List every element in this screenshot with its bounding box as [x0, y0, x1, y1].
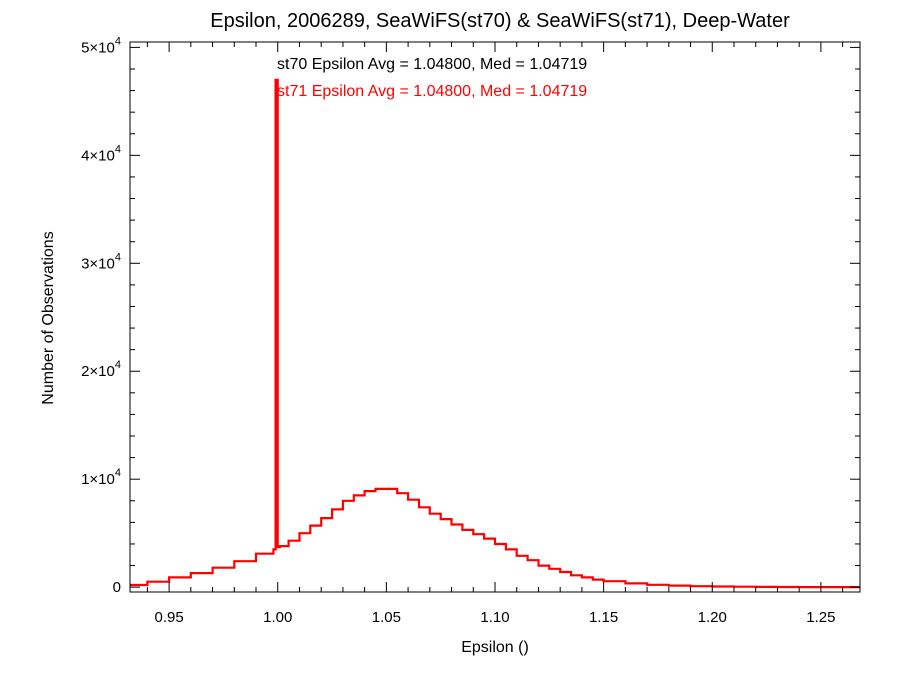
annotation-st70: st70 Epsilon Avg = 1.04800, Med = 1.0471… [277, 56, 587, 73]
x-tick-label: 1.20 [698, 609, 727, 626]
series-line-0 [130, 78, 860, 589]
y-tick-label: 2×104 [81, 359, 121, 380]
chart-title: Epsilon, 2006289, SeaWiFS(st70) & SeaWiF… [210, 10, 790, 32]
series-layer [130, 78, 860, 589]
y-tick-label: 1×104 [81, 467, 121, 488]
y-axis-label-group: Number of Observations [40, 231, 57, 404]
x-tick-label: 1.10 [480, 609, 509, 626]
y-tick-label: 5×104 [81, 35, 121, 56]
tick-labels-layer: 0.95 1.00 1.05 1.10 1.15 1.20 1.25 0 1×104 2×104 3… [81, 35, 835, 626]
x-axis-label: Epsilon () [461, 639, 529, 656]
x-tick-label: 1.25 [806, 609, 835, 626]
y-axis-label: Number of Observations [40, 231, 57, 404]
annotation-st71: st71 Epsilon Avg = 1.04800, Med = 1.0471… [277, 83, 587, 100]
plot-frame [129, 41, 861, 593]
y-tick-label: 3×104 [81, 251, 121, 272]
y-tick-label: 0 [113, 579, 121, 596]
ticks-layer [130, 42, 860, 592]
x-tick-label: 1.15 [589, 609, 618, 626]
x-tick-label: 1.00 [263, 609, 292, 626]
x-tick-label: 0.95 [155, 609, 184, 626]
y-tick-label: 4×104 [81, 143, 121, 164]
x-tick-label: 1.05 [372, 609, 401, 626]
